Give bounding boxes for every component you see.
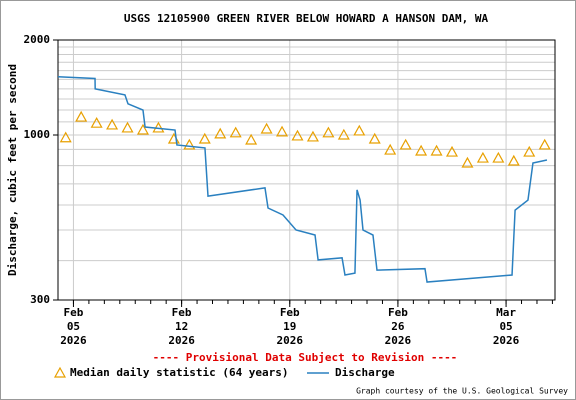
median-marker [523, 145, 536, 157]
median-marker [276, 125, 289, 137]
y-tick-label: 1000 [24, 128, 51, 141]
x-tick-line: 19 [283, 320, 296, 333]
median-marker [461, 156, 474, 168]
y-axis-label: Discharge, cubic feet per second [6, 64, 19, 276]
x-tick-label: Feb 12 2026 [168, 306, 195, 347]
x-tick-line: Feb [280, 306, 300, 319]
median-marker [322, 126, 335, 138]
median-marker [245, 133, 258, 145]
median-marker [306, 130, 319, 142]
median-marker [90, 116, 103, 128]
median-marker [368, 132, 381, 144]
x-tick-label: Feb 19 2026 [277, 306, 304, 347]
median-marker [75, 110, 88, 122]
x-tick-line: 2026 [493, 334, 520, 347]
median-marker [136, 123, 149, 135]
x-tick-line: Feb [64, 306, 84, 319]
median-marker [337, 128, 350, 140]
median-marker [399, 138, 412, 150]
median-marker [507, 154, 520, 166]
x-tick-line: Mar [496, 306, 516, 319]
median-marker [430, 144, 443, 156]
median-marker [445, 145, 459, 157]
median-marker [353, 124, 366, 136]
x-tick-line: 2026 [277, 334, 304, 347]
discharge-line [57, 75, 548, 283]
x-tick-label: Mar 05 2026 [493, 306, 520, 347]
y-tick-label: 300 [30, 293, 50, 306]
median-marker [476, 151, 489, 163]
median-marker [291, 129, 304, 141]
x-tick-line: 05 [67, 320, 80, 333]
median-marker [214, 127, 227, 139]
plot-border [57, 39, 556, 301]
legend-label: Discharge [335, 366, 395, 379]
x-tick-line: Feb [172, 306, 192, 319]
chart-title: USGS 12105900 GREEN RIVER BELOW HOWARD A… [124, 12, 489, 25]
median-marker [384, 143, 397, 155]
x-tick-label: Feb 05 2026 [60, 306, 87, 347]
median-marker [59, 131, 72, 143]
y-tick-label: 2000 [24, 33, 51, 46]
x-tick-line: 26 [391, 320, 405, 333]
annotation: ---- Provisional Data Subject to Revisio… [153, 351, 458, 364]
median-marker [229, 126, 242, 138]
x-tick-line: 12 [175, 320, 188, 333]
legend-label: Median daily statistic (64 years) [70, 366, 289, 379]
credit: Graph courtesy of the U.S. Geological Su… [356, 387, 568, 396]
median-marker [492, 151, 505, 163]
legend-marker [53, 366, 67, 378]
median-marker [198, 132, 211, 144]
median-marker [183, 138, 196, 150]
median-marker [415, 144, 428, 156]
median-marker [538, 138, 551, 150]
x-tick-line: 2026 [168, 334, 195, 347]
x-tick-label: Feb 26 2026 [385, 306, 412, 347]
x-tick-line: 2026 [385, 334, 412, 347]
x-tick-line: Feb [388, 306, 408, 319]
median-marker [121, 121, 134, 133]
median-marker [106, 118, 119, 130]
x-tick-line: 05 [499, 320, 512, 333]
x-tick-line: 2026 [60, 334, 87, 347]
median-marker [260, 122, 273, 134]
